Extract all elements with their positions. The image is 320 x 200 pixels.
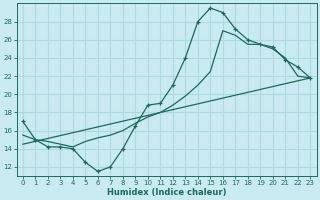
X-axis label: Humidex (Indice chaleur): Humidex (Indice chaleur): [107, 188, 226, 197]
